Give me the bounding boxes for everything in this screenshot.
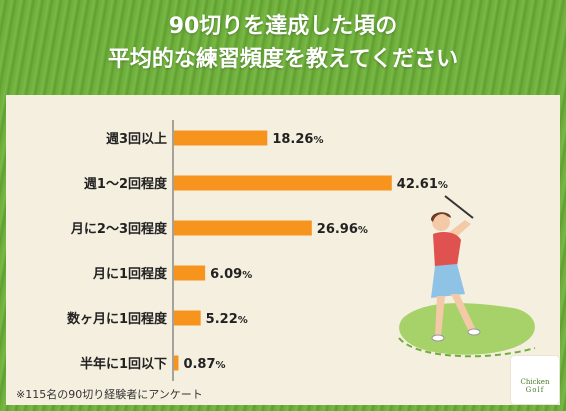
bar	[174, 175, 392, 191]
value-label: 5.22%	[206, 312, 248, 327]
value-label: 0.87%	[183, 357, 225, 372]
golfer-hair	[431, 212, 451, 222]
value-label: 42.61%	[397, 177, 448, 192]
golfer-leg-right	[451, 294, 475, 332]
value-label: 26.96%	[317, 222, 368, 237]
title-line-1: 90切りを達成した頃の	[168, 14, 398, 39]
golfer-head	[432, 213, 450, 231]
footnote: ※115名の90切り経験者にアンケート	[16, 388, 203, 401]
bar	[174, 310, 201, 326]
golfer-leg-left	[435, 296, 445, 336]
bar	[174, 220, 312, 236]
value-label: 18.26%	[272, 132, 323, 147]
bar	[174, 355, 179, 371]
category-label: 月に2〜3回程度	[70, 221, 168, 237]
golfer-illustration	[398, 195, 536, 358]
green-outline	[398, 337, 536, 358]
chart-title: 90切りを達成した頃の 平均的な練習頻度を教えてください	[0, 10, 566, 76]
golfer-skirt	[431, 264, 465, 298]
golfer-shirt	[433, 232, 461, 268]
bar	[174, 265, 206, 281]
category-label: 月に1回程度	[92, 266, 168, 282]
category-label: 半年に1回以下	[80, 356, 167, 372]
value-label: 6.09%	[210, 267, 252, 282]
brand-logo: Chicken Golf	[511, 356, 559, 404]
green-grass-patch	[399, 303, 535, 355]
logo-line-2: Golf	[525, 386, 545, 394]
golfer-shoe-left	[431, 334, 445, 342]
category-label: 数ヶ月に1回程度	[67, 311, 168, 327]
category-label: 週1〜2回程度	[84, 176, 168, 192]
category-label: 週3回以上	[106, 132, 167, 147]
golfer-shoe-right	[467, 328, 481, 336]
bar	[174, 130, 268, 146]
logo-line-1: Chicken	[520, 378, 550, 386]
golf-club	[444, 195, 474, 219]
title-line-2: 平均的な練習頻度を教えてください	[107, 47, 459, 72]
